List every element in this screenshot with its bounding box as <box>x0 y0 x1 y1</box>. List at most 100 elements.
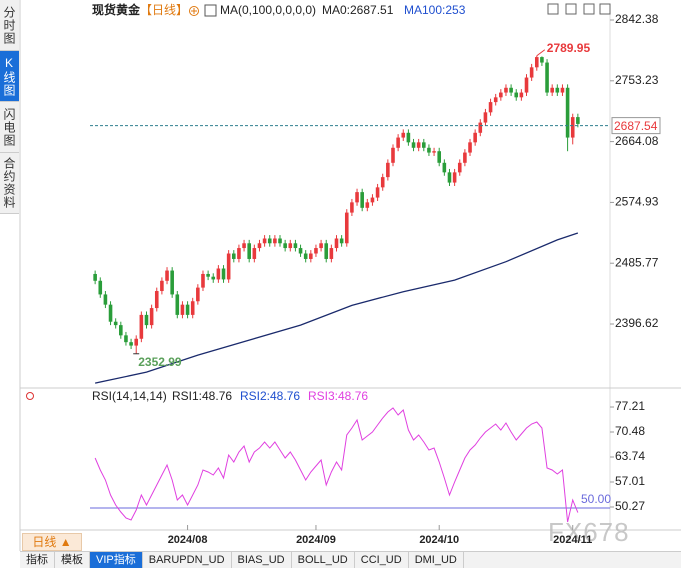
candle-body <box>534 57 539 68</box>
candle-body <box>555 87 560 93</box>
candle-body <box>154 291 159 309</box>
y-tick-label: 2664.08 <box>615 134 659 148</box>
candle-body <box>103 294 108 305</box>
x-tick-label: 2024/10 <box>419 534 459 546</box>
y-tick-label: 77.21 <box>615 399 645 413</box>
candle-body <box>463 152 467 163</box>
tool-icon[interactable] <box>547 3 559 15</box>
x-tick-label: 2024/09 <box>296 534 336 546</box>
bottom-tab[interactable]: 模板 <box>55 552 90 568</box>
add-icon[interactable] <box>189 6 199 16</box>
candle-body <box>493 97 498 103</box>
indicator-value: RSI2:48.76 <box>240 389 300 403</box>
candle-body <box>427 147 431 153</box>
candle-body <box>267 238 272 244</box>
period-button[interactable]: 日线 ▲ <box>22 533 82 551</box>
tool-icon[interactable] <box>583 3 595 15</box>
candle-body <box>149 308 154 326</box>
candle-body <box>180 304 185 315</box>
bottom-tab[interactable]: BIAS_UD <box>232 552 292 568</box>
bottom-tab[interactable]: VIP指标 <box>90 552 143 568</box>
candle-body <box>545 62 549 93</box>
y-tick-label: 70.48 <box>615 424 645 438</box>
period-label[interactable]: 【日线】 <box>140 3 188 17</box>
candle-body <box>293 243 298 249</box>
y-tick-label: 2842.38 <box>615 12 659 26</box>
settings-icon[interactable] <box>26 392 34 400</box>
y-tick-label: 2574.93 <box>615 195 659 209</box>
candle-body <box>478 122 483 133</box>
bottom-tab[interactable]: DMI_UD <box>409 552 464 568</box>
chart-title: 现货黄金 <box>92 2 141 17</box>
low-label: 2352.99 <box>138 355 182 369</box>
candle-body <box>237 248 241 259</box>
watermark: FX678 <box>548 517 630 547</box>
candle-body <box>457 162 462 173</box>
rsi-line <box>94 407 579 523</box>
candle-body <box>406 132 411 143</box>
candle-body <box>524 77 529 93</box>
candle-body <box>113 321 118 326</box>
candle-body <box>303 253 308 259</box>
tool-icon[interactable] <box>599 3 611 15</box>
candle-body <box>211 276 216 280</box>
indicator-title: RSI(14,14,14) <box>92 389 167 403</box>
last-price-box <box>611 117 661 135</box>
sidebar-tab[interactable]: 分时图 <box>0 0 19 51</box>
candle-body <box>273 238 277 244</box>
candle-body <box>206 273 210 277</box>
candle-body <box>355 192 359 203</box>
candle-body <box>416 142 421 148</box>
candle-body <box>329 248 334 259</box>
bottom-tab[interactable]: CCI_UD <box>355 552 409 568</box>
candle-body <box>529 67 534 78</box>
candle-body <box>226 253 231 280</box>
candle-body <box>509 87 513 93</box>
sidebar-tab[interactable]: K线图 <box>0 51 19 102</box>
candle-body <box>170 270 174 295</box>
settings-icon[interactable] <box>204 4 217 17</box>
candle-body <box>324 243 329 259</box>
sidebar-tab[interactable]: 合约资料 <box>0 153 19 214</box>
bottom-tab[interactable]: BARUPDN_UD <box>143 552 232 568</box>
candle-body <box>144 314 149 326</box>
high-pointer <box>536 49 546 57</box>
candle-body <box>298 248 303 254</box>
candle-body <box>468 142 472 153</box>
candle-body <box>519 92 524 98</box>
candle-body <box>350 202 354 213</box>
candle-body <box>565 87 570 138</box>
bottom-tab[interactable]: 指标 <box>20 552 55 568</box>
candle-body <box>375 187 380 198</box>
candle-body <box>452 172 457 183</box>
last-price-label: 2687.54 <box>614 119 658 133</box>
bottom-tab[interactable]: BOLL_UD <box>292 552 355 568</box>
candle-body <box>334 238 339 249</box>
candle-body <box>401 132 406 138</box>
tool-icon[interactable] <box>565 3 577 15</box>
y-tick-label: 63.74 <box>615 449 645 463</box>
candle-body <box>339 238 344 244</box>
ma-label: MA100:253 <box>404 3 466 17</box>
candle-body <box>221 268 226 280</box>
candle-body <box>257 243 262 249</box>
sidebar-tab[interactable]: 闪电图 <box>0 102 19 153</box>
candle-body <box>570 117 575 138</box>
reference-label: 50.00 <box>581 492 611 506</box>
candle-body <box>196 287 200 302</box>
period-button-text: 日线 <box>32 535 57 549</box>
candle-body <box>499 92 503 98</box>
candle-body <box>411 142 416 148</box>
candle-body <box>134 338 139 346</box>
candle-body <box>483 112 488 123</box>
bottom-tabs: 指标 模板 VIP指标 BARUPDN_UD BIAS_UD BOLL_UD CCI_UD D… <box>20 551 681 568</box>
candle-body <box>432 151 436 153</box>
candle-body <box>108 304 113 322</box>
candle-body <box>437 151 442 163</box>
candle-body <box>576 117 580 124</box>
y-tick-label: 2485.77 <box>615 255 659 269</box>
candle-body <box>185 304 190 315</box>
candle-body <box>370 197 375 203</box>
indicator-value: RSI3:48.76 <box>308 389 368 403</box>
